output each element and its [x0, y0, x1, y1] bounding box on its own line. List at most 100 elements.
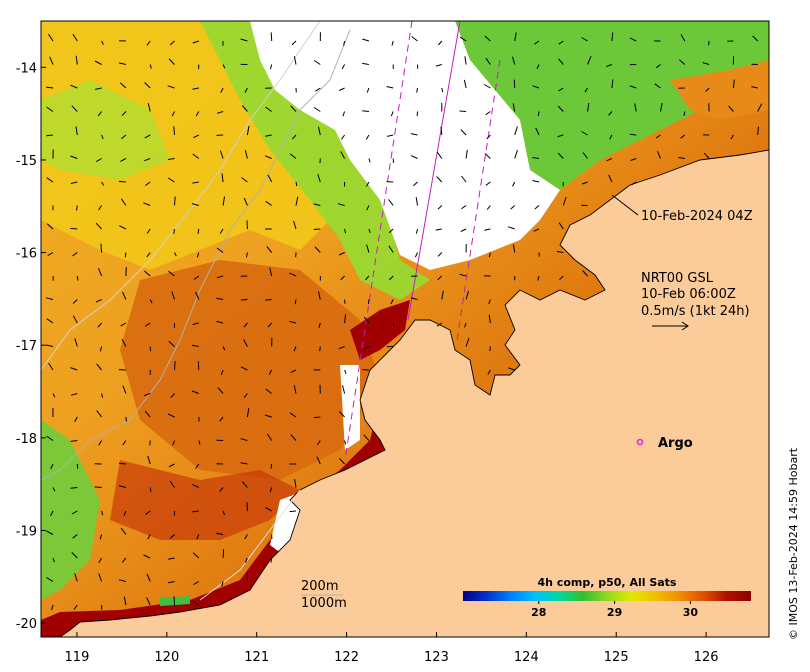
current-arrow	[196, 534, 200, 540]
current-arrow	[146, 573, 151, 582]
current-arrow	[168, 340, 175, 347]
current-arrow	[221, 581, 224, 587]
current-arrow	[557, 134, 564, 138]
current-scale: 0.5m/s (1kt 24h)	[641, 304, 750, 319]
current-arrow	[488, 314, 491, 324]
current-arrow	[416, 87, 418, 93]
current-arrow	[168, 463, 175, 468]
sst-green-zone-northwest	[41, 80, 170, 180]
current-arrow	[94, 60, 102, 65]
current-arrow	[265, 299, 272, 301]
current-arrow	[98, 440, 103, 446]
current-arrow	[386, 86, 394, 89]
current-arrow	[386, 134, 394, 137]
colorbar-ticks: 28 29 30	[531, 601, 698, 619]
current-arrow	[459, 110, 467, 112]
current-arrow	[240, 299, 248, 301]
current-arrow	[45, 86, 54, 89]
current-arrow	[222, 346, 226, 351]
current-arrow	[75, 126, 78, 136]
current-arrow	[198, 440, 201, 445]
current-arrow	[512, 56, 516, 65]
current-arrow	[49, 56, 54, 65]
current-arrow	[101, 510, 104, 516]
current-arrow	[51, 604, 54, 611]
current-arrow	[120, 527, 127, 535]
current-arrow	[508, 367, 515, 371]
x-tick-label: 123	[424, 650, 449, 665]
current-arrow	[96, 158, 102, 163]
current-arrow	[168, 581, 175, 584]
current-arrow	[74, 416, 78, 423]
current-arrow	[461, 175, 467, 183]
current-arrow	[365, 181, 370, 187]
current-arrow	[464, 322, 467, 328]
current-arrow	[290, 434, 297, 441]
current-arrow	[316, 440, 321, 446]
current-arrow	[74, 573, 78, 582]
current-arrow	[629, 133, 637, 136]
current-arrow	[363, 316, 370, 324]
current-arrow	[270, 463, 273, 469]
current-arrow	[488, 299, 491, 305]
current-arrow	[508, 226, 515, 230]
current-arrow	[118, 462, 126, 465]
current-arrow	[558, 222, 564, 230]
current-arrow	[122, 385, 127, 394]
current-arrow	[265, 134, 272, 137]
current-arrow	[338, 252, 345, 256]
current-arrow	[486, 205, 491, 210]
current-arrow	[413, 181, 418, 187]
current-arrow	[290, 105, 297, 112]
current-arrow	[289, 153, 297, 159]
current-arrow	[460, 129, 467, 136]
current-arrow	[98, 268, 103, 277]
current-arrow	[192, 322, 199, 325]
current-arrow	[683, 111, 686, 116]
current-arrow	[72, 315, 78, 324]
current-arrow	[459, 273, 467, 277]
x-tick-label: 124	[514, 650, 539, 665]
depth-1000-label: 1000m	[301, 596, 347, 611]
current-arrow	[708, 40, 710, 46]
current-arrow	[70, 393, 78, 396]
current-arrow	[120, 322, 127, 327]
y-tick-label: -16	[16, 247, 37, 262]
current-arrow	[241, 177, 248, 183]
current-arrow	[95, 299, 102, 303]
argo-float-marker	[636, 438, 644, 446]
current-arrow	[289, 412, 297, 418]
current-arrow	[146, 228, 151, 234]
current-arrow	[173, 596, 175, 606]
current-arrow	[752, 35, 759, 42]
cloud-mask-coast	[340, 365, 360, 450]
current-arrow	[270, 32, 273, 42]
current-arrow	[436, 176, 443, 183]
current-arrow	[558, 58, 564, 65]
current-arrow	[655, 134, 661, 139]
current-arrow	[120, 198, 127, 206]
current-arrow	[389, 275, 394, 281]
current-arrow	[76, 275, 79, 281]
current-arrow	[52, 393, 56, 398]
current-arrow	[557, 152, 564, 159]
current-arrow	[246, 408, 250, 418]
current-arrow	[654, 83, 661, 89]
current-arrow	[459, 36, 467, 42]
current-arrow	[702, 62, 710, 65]
current-arrow	[241, 105, 248, 112]
current-arrow	[216, 297, 224, 300]
current-arrow	[197, 228, 200, 234]
current-arrow	[317, 173, 321, 183]
current-arrow	[313, 107, 321, 112]
current-arrow	[313, 416, 321, 419]
current-time: 10-Feb 06:00Z	[641, 287, 736, 302]
current-arrow	[581, 131, 588, 136]
sst-mixing-zone	[110, 460, 300, 540]
current-arrow	[144, 410, 151, 418]
current-arrow	[410, 155, 418, 159]
current-arrow	[149, 299, 153, 304]
current-arrow	[119, 225, 127, 230]
swath-center	[407, 21, 461, 321]
